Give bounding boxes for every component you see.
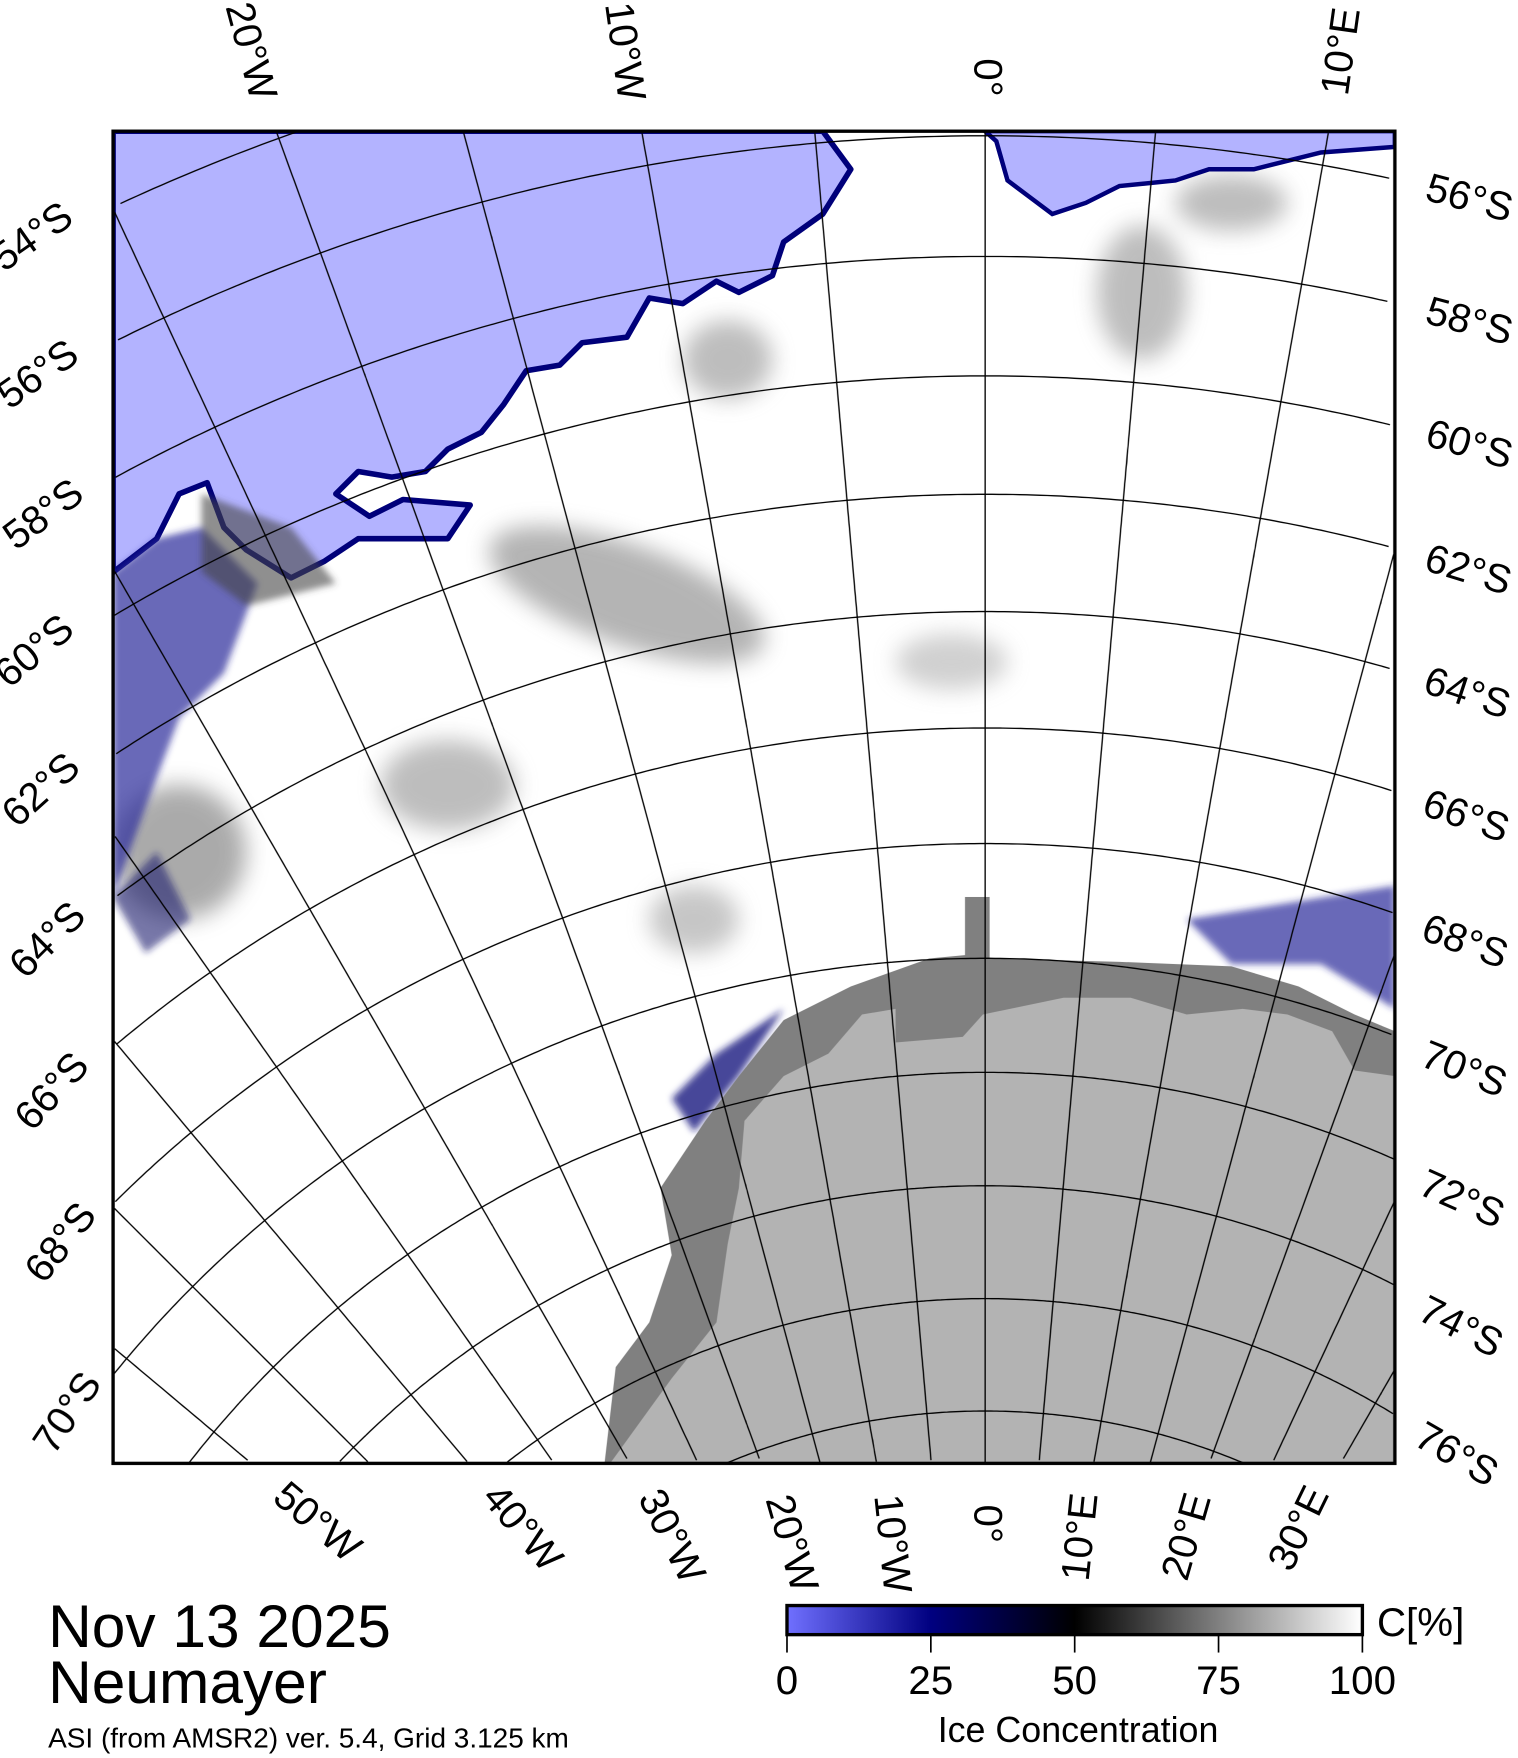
- parallel-line: [115, 255, 1388, 478]
- open-ocean-east: [981, 131, 1395, 217]
- colorbar-tick-label: 0: [776, 1658, 798, 1703]
- coordinate-label: 40°W: [474, 1475, 572, 1580]
- coordinate-label: 66°S: [1417, 780, 1515, 851]
- map-frame: [111, 129, 1397, 1466]
- meridian-line: [1342, 1371, 1395, 1459]
- parallel-line: [120, 131, 296, 205]
- graticule: [113, 131, 1395, 1464]
- colorbar-unit: C[%]: [1377, 1600, 1464, 1645]
- coordinate-label: 30°W: [629, 1482, 714, 1591]
- colorbar-ticks: [786, 1634, 1364, 1653]
- colorbar-tick-label: 100: [1329, 1658, 1396, 1703]
- meridian-line: [113, 1207, 369, 1463]
- coordinate-label: 64°S: [0, 893, 94, 987]
- marginal-ice-zone: [113, 493, 1395, 1132]
- coordinate-label: 20°E: [1152, 1488, 1219, 1585]
- parallel-line: [113, 957, 1392, 1375]
- coordinate-label: 66°S: [6, 1043, 98, 1138]
- coordinate-label: 68°S: [16, 1194, 106, 1291]
- meridian-line: [114, 211, 698, 1461]
- colorbar-tick-label: 25: [908, 1658, 953, 1703]
- coordinate-label: 10°W: [596, 0, 654, 103]
- meridian-line: [113, 1041, 468, 1463]
- parallel-line: [188, 1071, 1395, 1464]
- coordinate-label: 10°E: [1053, 1491, 1107, 1583]
- parallel-line: [114, 842, 1393, 1203]
- coordinate-label: 0°: [965, 1505, 1010, 1544]
- meridian-line: [814, 132, 932, 1461]
- meridian-line: [114, 571, 628, 1459]
- coordinate-label: 56°S: [0, 330, 86, 417]
- meridian-line: [1149, 554, 1395, 1463]
- parallel-line: [117, 610, 1390, 897]
- coordinate-label: 20°W: [757, 1489, 828, 1597]
- coordinate-label: 64°S: [1419, 658, 1516, 728]
- meridian-line: [114, 836, 553, 1461]
- coordinate-label: 56°S: [1421, 165, 1517, 231]
- coordinate-label: 0°: [965, 58, 1010, 97]
- coordinate-label: 70°S: [1415, 1032, 1513, 1107]
- coordinate-label: 54°S: [0, 193, 81, 280]
- parallel-line: [116, 727, 1392, 1045]
- coordinate-label: 20°W: [217, 0, 286, 105]
- colorbar-tick-label: 50: [1052, 1658, 1097, 1703]
- colorbar-tick-label: 75: [1196, 1658, 1241, 1703]
- coordinate-label: 50°W: [265, 1473, 370, 1571]
- parallel-line: [113, 375, 1391, 616]
- coordinate-label: 62°S: [1420, 535, 1517, 604]
- station-label: Neumayer: [48, 1648, 327, 1716]
- coordinate-label: 70°S: [24, 1364, 110, 1462]
- meridian-line: [1093, 133, 1329, 1462]
- coordinate-label: 74°S: [1412, 1286, 1511, 1366]
- date-label: Nov 13 2025: [48, 1592, 391, 1660]
- source-label: ASI (from AMSR2) ver. 5.4, Grid 3.125 km: [48, 1723, 569, 1754]
- meridian-line: [641, 133, 877, 1462]
- colorbar-title: Ice Concentration: [938, 1710, 1219, 1750]
- coordinate-label: 60°S: [0, 605, 82, 696]
- coordinate-label: 58°S: [0, 470, 92, 559]
- coordinate-label: 60°S: [1421, 410, 1518, 477]
- meridian-line: [1210, 953, 1395, 1459]
- coordinate-label: 30°E: [1259, 1479, 1338, 1578]
- meridian-line: [1273, 1201, 1395, 1461]
- colorbar: [785, 1603, 1365, 1637]
- coordinate-label: 58°S: [1421, 288, 1517, 354]
- meridian-line: [1038, 132, 1157, 1461]
- parallel-line: [115, 493, 1389, 755]
- coordinate-label: 10°E: [1312, 5, 1369, 98]
- coordinate-label: 72°S: [1413, 1160, 1512, 1237]
- parallel-line: [117, 135, 1390, 341]
- low-concentration-patches: [113, 174, 1288, 953]
- coordinate-label: 76°S: [1407, 1413, 1506, 1496]
- land: [610, 997, 1395, 1464]
- coordinate-label: 62°S: [0, 743, 88, 835]
- meridian-line: [462, 132, 821, 1463]
- coordinate-label: 10°W: [865, 1492, 920, 1595]
- coordinate-label: 68°S: [1416, 905, 1514, 977]
- meridian-line: [114, 1348, 249, 1461]
- meridian-line: [276, 132, 760, 1459]
- map-area: [113, 131, 1395, 1464]
